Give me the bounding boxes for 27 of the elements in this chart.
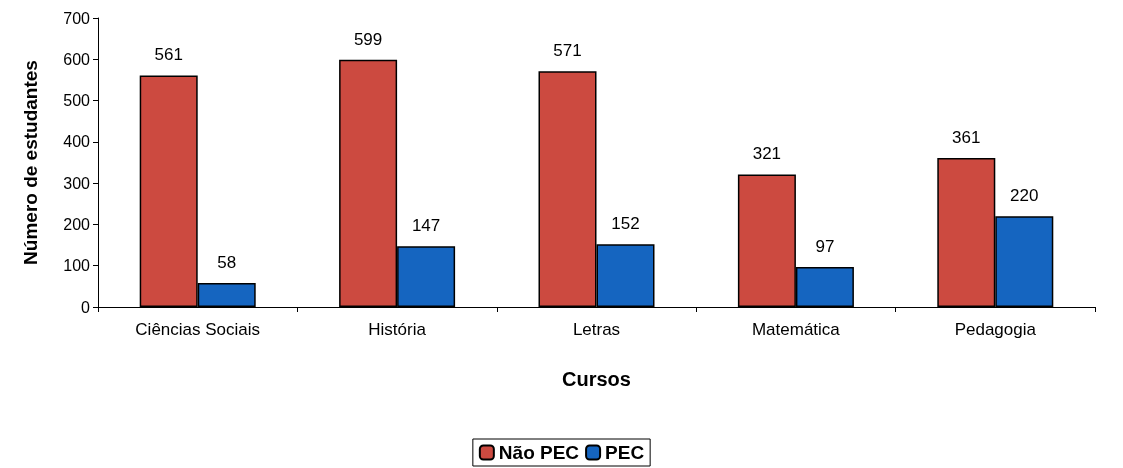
y-tick-label: 300 xyxy=(63,174,91,192)
data-label: 220 xyxy=(1010,186,1039,206)
y-tick-label: 200 xyxy=(63,215,91,233)
x-axis-title: Cursos xyxy=(562,368,631,390)
y-tick-label: 100 xyxy=(63,257,91,275)
data-label: 321 xyxy=(752,144,782,164)
y-axis-title: Número de estudantes xyxy=(20,60,41,265)
data-label: 571 xyxy=(553,41,582,61)
data-label: 58 xyxy=(217,253,237,273)
data-label: 561 xyxy=(154,45,183,65)
x-tick-label: Pedagogia xyxy=(954,320,1037,339)
data-label: 97 xyxy=(815,236,835,256)
y-tick-label: 400 xyxy=(63,133,91,151)
data-label: 599 xyxy=(353,29,383,49)
y-tick-label: 500 xyxy=(63,92,91,110)
y-tick-label: 700 xyxy=(63,9,91,27)
legend-label: Não PEC xyxy=(498,442,580,463)
data-label: 147 xyxy=(411,216,441,236)
x-tick-label: Matemática xyxy=(751,320,841,339)
y-tick-label: 600 xyxy=(63,50,91,68)
y-tick-label: 0 xyxy=(81,298,91,316)
data-label: 152 xyxy=(611,214,640,234)
data-label: 361 xyxy=(952,127,981,147)
x-tick-label: História xyxy=(368,320,427,339)
x-tick-label: Letras xyxy=(572,320,621,339)
legend-label: PEC xyxy=(605,442,645,463)
x-tick-label: Ciências Sociais xyxy=(135,320,261,339)
